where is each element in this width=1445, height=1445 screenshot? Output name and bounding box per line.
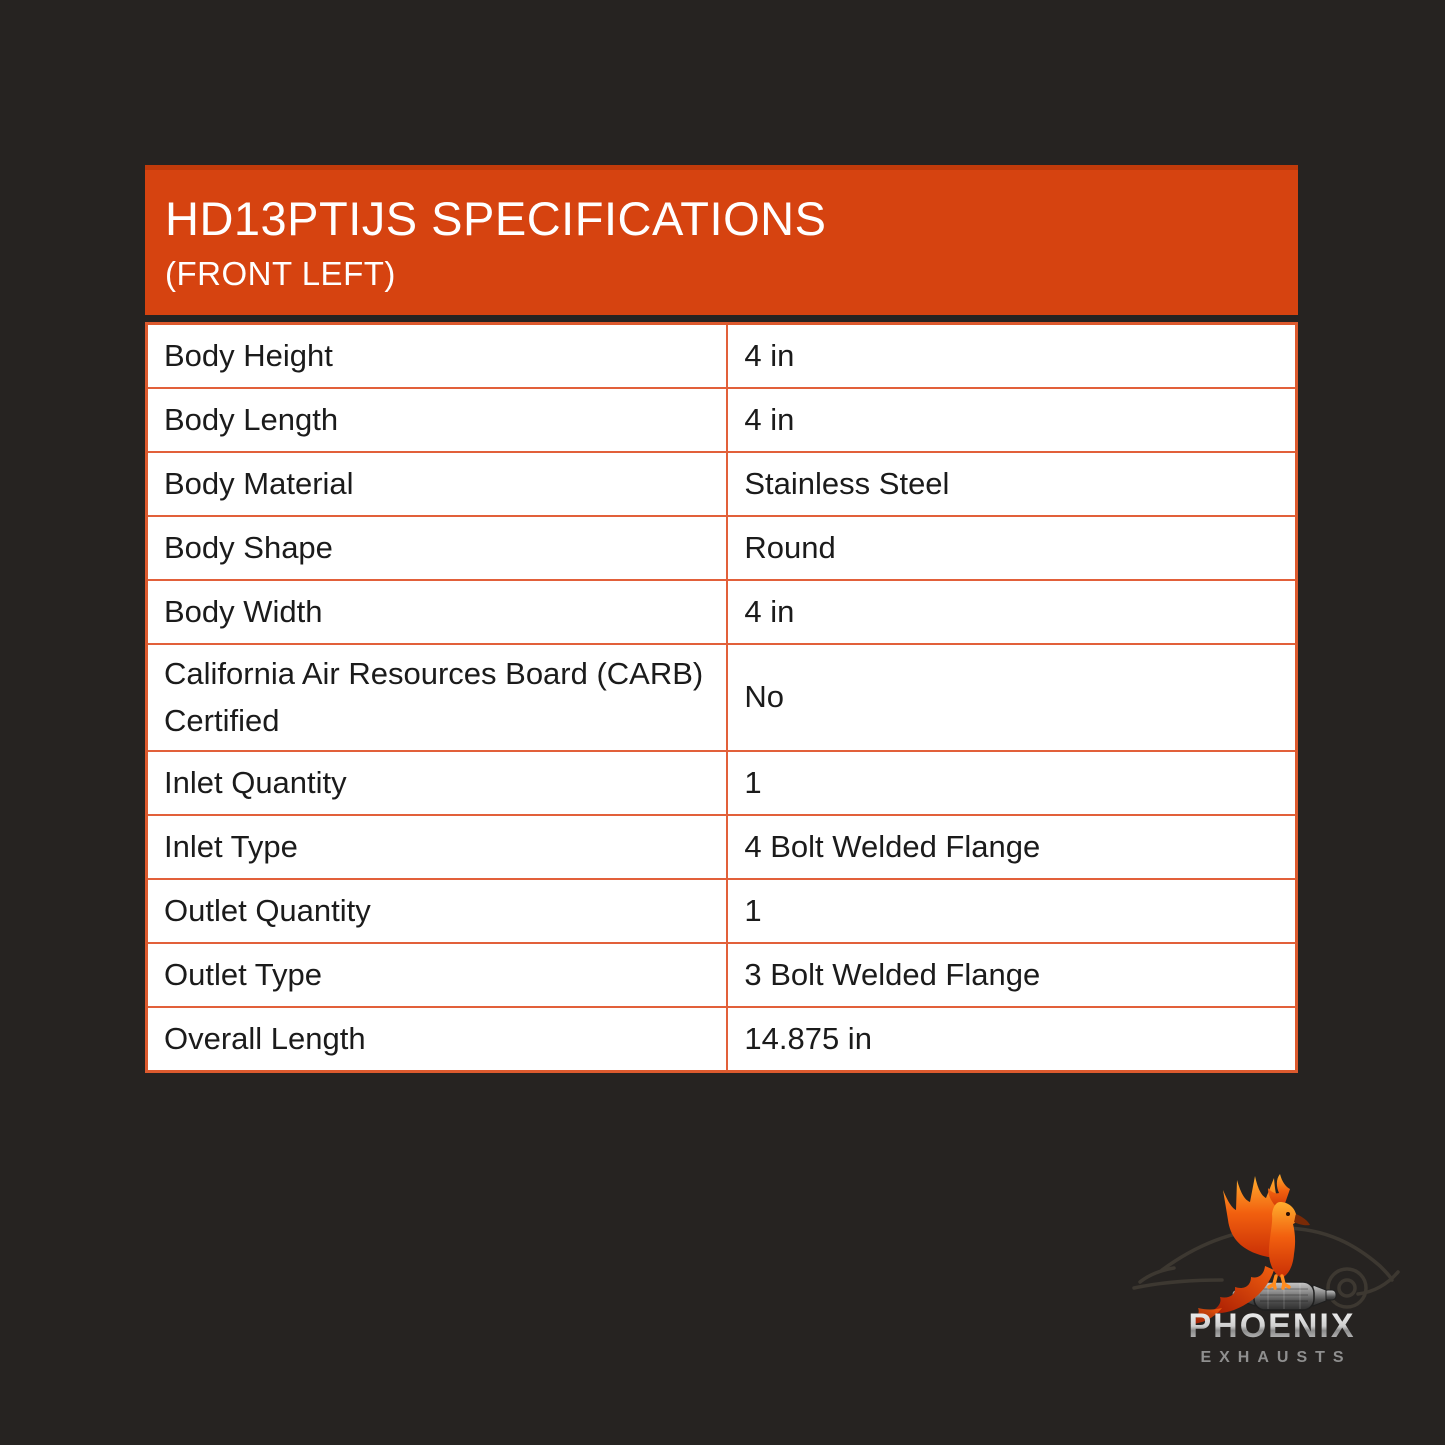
talons-icon — [1267, 1274, 1291, 1290]
spec-value: Stainless Steel — [744, 465, 950, 501]
phoenix-exhausts-logo: PHOENIX EXHAUSTS — [1132, 1174, 1400, 1366]
spec-value: 4 in — [744, 401, 795, 437]
table-row: Outlet Type 3 Bolt Welded Flange — [148, 942, 1295, 1006]
table-row: Overall Length 14.875 in — [148, 1006, 1295, 1070]
spec-label: Body Material — [148, 453, 729, 515]
spec-value: 1 — [744, 764, 762, 800]
spec-label: Overall Length — [148, 1008, 729, 1070]
spec-value: 14.875 in — [744, 1020, 872, 1056]
spec-table: Body Height 4 in Body Length 4 in Body M… — [145, 322, 1298, 1073]
phoenix-icon — [1223, 1174, 1310, 1278]
table-row: Body Height 4 in — [148, 325, 1295, 387]
table-row: Body Width 4 in — [148, 579, 1295, 643]
table-row: Body Shape Round — [148, 515, 1295, 579]
spec-header: HD13PTIJS SPECIFICATIONS (FRONT LEFT) — [145, 165, 1298, 315]
brand-wordmark: PHOENIX — [1188, 1307, 1355, 1345]
spec-value: 3 Bolt Welded Flange — [744, 956, 1041, 992]
table-row: Outlet Quantity 1 — [148, 878, 1295, 942]
page-title: HD13PTIJS SPECIFICATIONS — [165, 192, 827, 245]
table-row: Inlet Type 4 Bolt Welded Flange — [148, 814, 1295, 878]
spec-label: Outlet Type — [148, 944, 729, 1006]
spec-value: No — [744, 679, 785, 715]
table-row: Body Length 4 in — [148, 387, 1295, 451]
spec-value: 1 — [744, 892, 762, 928]
spec-label: Body Shape — [148, 517, 729, 579]
brand-logo: PHOENIX EXHAUSTS — [1122, 1162, 1422, 1402]
spec-label: Inlet Type — [148, 816, 729, 878]
spec-value: 4 in — [744, 593, 795, 629]
table-row: California Air Resources Board (CARB) Ce… — [148, 643, 1295, 750]
table-row: Inlet Quantity 1 — [148, 750, 1295, 814]
spec-value: Round — [744, 529, 836, 565]
car-silhouette-icon — [1132, 1226, 1400, 1309]
spec-label: Inlet Quantity — [148, 752, 729, 814]
table-row: Body Material Stainless Steel — [148, 451, 1295, 515]
spec-label: Body Length — [148, 389, 729, 451]
brand-tagline: EXHAUSTS — [1200, 1349, 1351, 1366]
spec-label: Body Height — [148, 325, 729, 387]
spec-label: Outlet Quantity — [148, 880, 729, 942]
spec-value: 4 Bolt Welded Flange — [744, 828, 1041, 864]
spec-label: California Air Resources Board (CARB) Ce… — [148, 645, 729, 750]
spec-value: 4 in — [744, 337, 795, 373]
flame-tail-icon — [1190, 1266, 1274, 1324]
page-subtitle: (FRONT LEFT) — [165, 255, 396, 293]
spec-label: Body Width — [148, 581, 729, 643]
